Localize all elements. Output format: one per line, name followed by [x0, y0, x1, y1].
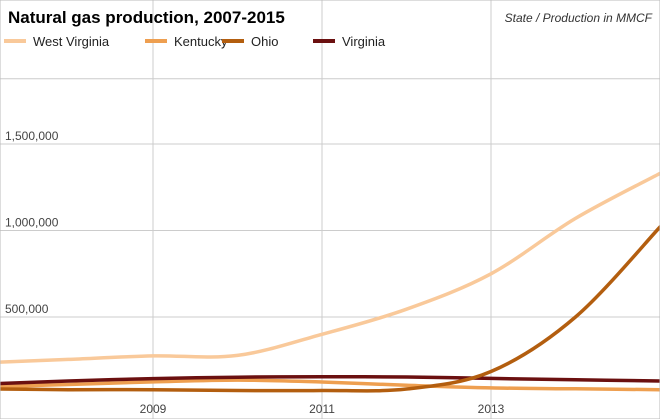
x-tick-label: 2009 [140, 402, 167, 416]
legend-label-ohio: Ohio [251, 34, 278, 49]
x-tick-label: 2013 [478, 402, 505, 416]
series-layer [0, 171, 660, 393]
legend: West Virginia Kentucky Ohio Virginia [4, 34, 386, 49]
y-tick-label: 1,000,000 [5, 216, 59, 230]
series-line-kentucky [0, 378, 660, 392]
legend-label-west-virginia: West Virginia [33, 34, 110, 49]
legend-label-kentucky: Kentucky [174, 34, 228, 49]
series-line-virginia [0, 374, 660, 386]
y-tick-label: 1,500,000 [5, 129, 59, 143]
tick-layer: 500,000 1,000,000 1,500,000 2009 2011 2013 [5, 129, 505, 416]
chart-subtitle: State / Production in MMCF [505, 11, 653, 25]
x-tick-label: 2011 [309, 402, 335, 416]
legend-label-virginia: Virginia [342, 34, 386, 49]
chart-title: Natural gas production, 2007-2015 [8, 8, 285, 27]
series-line-ohio [0, 225, 660, 393]
series-line-west-virginia [0, 171, 660, 364]
y-tick-label: 500,000 [5, 302, 49, 316]
